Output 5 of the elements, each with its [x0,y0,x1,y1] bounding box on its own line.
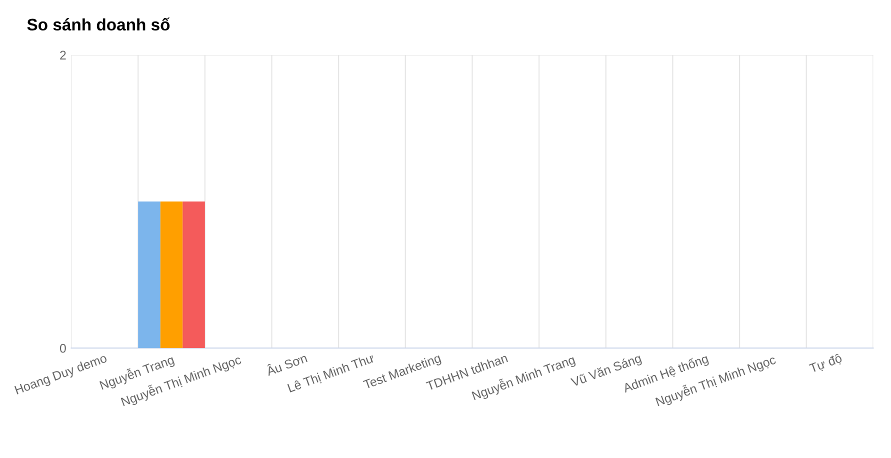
y-tick-label: 0 [60,344,66,353]
x-tick-label: Tự độ [808,353,844,375]
chart-title: So sánh doanh số [27,18,170,31]
x-tick-label: Âu Sơn [264,351,308,376]
y-tick-label: 2 [60,50,66,60]
